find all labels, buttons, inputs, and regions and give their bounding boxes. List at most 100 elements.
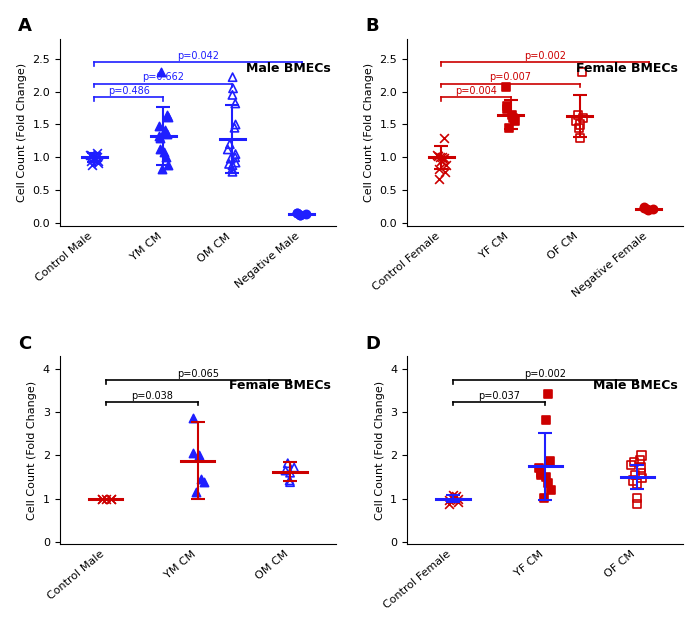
Point <box>444 495 455 505</box>
Point <box>449 493 460 503</box>
Point <box>295 209 306 219</box>
Point <box>545 485 557 495</box>
Point <box>280 465 291 475</box>
Point <box>436 152 447 162</box>
Point <box>648 204 659 214</box>
Point <box>291 208 302 218</box>
Point <box>229 123 240 133</box>
Point <box>508 113 519 123</box>
Point <box>541 472 552 482</box>
Point <box>631 493 643 503</box>
Point <box>510 116 521 126</box>
Point <box>642 205 653 215</box>
Point <box>534 463 545 473</box>
Point <box>631 478 643 488</box>
Point <box>106 493 117 503</box>
Point <box>159 127 170 137</box>
Point <box>190 487 202 497</box>
Point <box>573 110 584 120</box>
Point <box>282 458 293 468</box>
Point <box>502 104 513 114</box>
Point <box>91 152 102 162</box>
Point <box>574 123 585 133</box>
Point <box>188 448 199 458</box>
Point <box>544 456 555 466</box>
Text: p=0.037: p=0.037 <box>478 391 520 401</box>
Point <box>97 493 108 503</box>
Text: Male BMECs: Male BMECs <box>593 379 678 392</box>
Text: Male BMECs: Male BMECs <box>246 61 330 75</box>
Point <box>432 150 443 161</box>
Point <box>542 478 554 488</box>
Point <box>157 164 168 174</box>
Point <box>153 130 164 140</box>
Point <box>636 450 647 460</box>
Point <box>224 139 235 149</box>
Point <box>225 154 237 164</box>
Point <box>86 161 97 171</box>
Point <box>227 167 238 177</box>
Text: p=0.004: p=0.004 <box>455 85 497 95</box>
Point <box>284 468 295 478</box>
Point <box>92 157 104 167</box>
Point <box>444 498 455 508</box>
Point <box>188 413 199 423</box>
Point <box>92 155 104 166</box>
Point <box>159 147 170 157</box>
Text: p=0.662: p=0.662 <box>142 73 184 82</box>
Point <box>636 473 647 483</box>
Point <box>228 83 239 93</box>
Point <box>88 154 99 164</box>
Point <box>542 389 554 399</box>
Point <box>161 129 172 139</box>
Point <box>161 110 172 120</box>
Point <box>433 174 444 184</box>
Point <box>230 149 241 159</box>
Point <box>155 67 166 77</box>
Text: p=0.002: p=0.002 <box>524 51 566 61</box>
Point <box>436 155 447 166</box>
Point <box>506 110 517 120</box>
Y-axis label: Cell Count (Fold Change): Cell Count (Fold Change) <box>17 63 27 203</box>
Point <box>155 132 166 142</box>
Point <box>433 164 444 174</box>
Point <box>541 415 552 425</box>
Point <box>85 150 97 161</box>
Point <box>502 101 513 111</box>
Text: D: D <box>365 335 381 353</box>
Text: C: C <box>18 335 32 353</box>
Point <box>227 90 238 100</box>
Text: p=0.007: p=0.007 <box>489 73 531 82</box>
Point <box>535 470 546 480</box>
Point <box>227 164 238 174</box>
Point <box>222 144 233 154</box>
Y-axis label: Cell Count (Fold Change): Cell Count (Fold Change) <box>374 381 384 520</box>
Point <box>574 132 585 142</box>
Point <box>230 98 241 108</box>
Y-axis label: Cell Count (Fold Change): Cell Count (Fold Change) <box>27 381 37 520</box>
Point <box>538 493 549 503</box>
Point <box>300 209 312 219</box>
Point <box>628 457 639 467</box>
Point <box>230 152 241 162</box>
Point <box>97 493 108 503</box>
Point <box>160 125 171 135</box>
Point <box>625 460 636 470</box>
Point <box>570 116 582 126</box>
Point <box>288 463 300 473</box>
Point <box>155 144 166 154</box>
Point <box>230 157 241 167</box>
Point <box>90 153 101 163</box>
Point <box>223 159 235 169</box>
Point <box>437 154 448 164</box>
Text: Female BMECs: Female BMECs <box>576 61 678 75</box>
Text: A: A <box>18 18 32 35</box>
Point <box>153 121 164 131</box>
Point <box>447 493 458 503</box>
Point <box>162 112 174 122</box>
Point <box>86 156 97 166</box>
Point <box>434 152 445 162</box>
Point <box>284 475 295 485</box>
Point <box>453 493 464 503</box>
Point <box>627 475 638 485</box>
